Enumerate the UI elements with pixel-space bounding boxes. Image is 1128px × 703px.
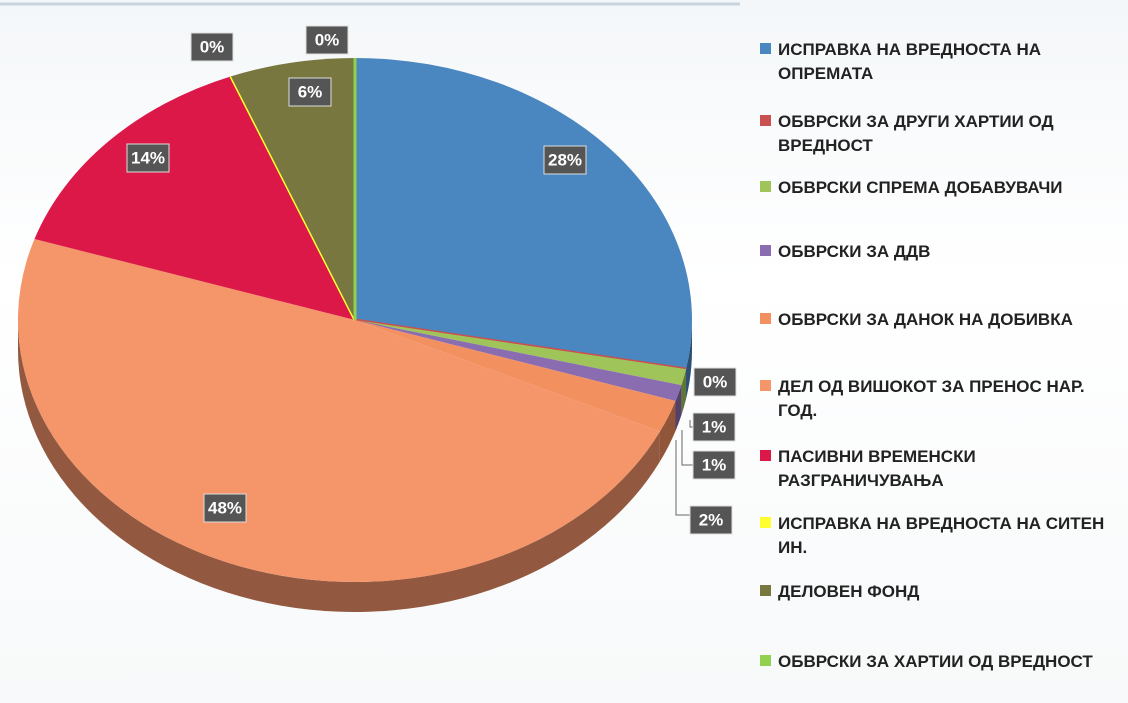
legend-label: ДЕЛОВЕН ФОНД: [778, 582, 920, 601]
legend-swatch: [760, 517, 771, 528]
data-label: 48%: [208, 498, 242, 517]
legend-swatch: [760, 43, 771, 54]
data-label-box: [543, 145, 587, 175]
data-label-box: [689, 505, 733, 535]
data-label: 1%: [702, 455, 727, 474]
legend-swatch: [760, 655, 771, 666]
legend-item: ОБВРСКИ СПРЕМА ДОБАВУВАЧИ: [760, 176, 1120, 200]
legend-swatch: [760, 115, 771, 126]
legend-item: ПАСИВНИ ВРЕМЕНСКИ РАЗГРАНИЧУВАЊА: [760, 445, 1120, 493]
data-label-box: [692, 412, 736, 442]
legend-label: ОБВРСКИ ЗА ДАНОК НА ДОБИВКА: [778, 310, 1073, 329]
data-label: 0%: [315, 30, 340, 49]
legend-label: ОБВРСКИ СПРЕМА ДОБАВУВАЧИ: [778, 178, 1063, 197]
legend-label: ИСПРАВКА НА ВРЕДНОСТА НА СИТЕН ИН.: [778, 514, 1105, 557]
data-label: 28%: [548, 150, 582, 169]
slice-side: [686, 320, 692, 400]
legend-label: ИСПРАВКА НА ВРЕДНОСТА НА ОПРЕМАТА: [778, 40, 1042, 83]
legend-item: ИСПРАВКА НА ВРЕДНОСТА НА СИТЕН ИН.: [760, 512, 1120, 560]
legend-item: ОБВРСКИ ЗА ДАНОК НА ДОБИВКА: [760, 308, 1120, 332]
data-label-box: [693, 367, 737, 397]
legend-swatch: [760, 450, 771, 461]
slice: [18, 239, 660, 582]
slice: [355, 320, 687, 386]
data-label-box: [190, 32, 234, 62]
data-label-box: [692, 450, 736, 480]
slice-side: [675, 385, 682, 431]
legend-item: ИСПРАВКА НА ВРЕДНОСТА НА ОПРЕМАТА: [760, 38, 1120, 86]
legend-swatch: [760, 585, 771, 596]
leader-line: [681, 430, 694, 466]
legend-item: ДЕЛОВЕН ФОНД: [760, 580, 1120, 604]
legend-item: ОБВРСКИ ЗА ДДВ: [760, 240, 1120, 264]
legend-item: ОБВРСКИ ЗА ХАРТИИ ОД ВРЕДНОСТ: [760, 650, 1120, 674]
slice: [355, 58, 692, 370]
legend-swatch: [760, 245, 771, 256]
data-label: 14%: [131, 148, 165, 167]
legend-label: ОБВРСКИ ЗА ДРУГИ ХАРТИИ ОД ВРЕДНОСТ: [778, 112, 1054, 155]
legend-item: ОБВРСКИ ЗА ДРУГИ ХАРТИИ ОД ВРЕДНОСТ: [760, 110, 1120, 158]
data-label-box: [288, 77, 332, 107]
data-label-box: [203, 493, 247, 523]
legend-swatch: [760, 181, 771, 192]
slice-side: [681, 369, 687, 416]
data-label-box: [126, 143, 170, 173]
legend-item: ДЕЛ ОД ВИШОКОТ ЗА ПРЕНОС НАР. ГОД.: [760, 375, 1120, 423]
data-label-box: [305, 25, 349, 55]
data-label: 0%: [703, 372, 728, 391]
slice: [355, 320, 682, 401]
data-label: 2%: [699, 510, 724, 529]
legend-label: ДЕЛ ОД ВИШОКОТ ЗА ПРЕНОС НАР. ГОД.: [778, 377, 1085, 420]
slice: [34, 76, 355, 320]
legend-label: ОБВРСКИ ЗА ХАРТИИ ОД ВРЕДНОСТ: [778, 652, 1093, 671]
legend-swatch: [760, 313, 771, 324]
data-label: 6%: [298, 82, 323, 101]
data-label: 1%: [702, 417, 727, 436]
legend-swatch: [760, 380, 771, 391]
leader-line: [675, 440, 690, 516]
chart: 28% 0% 1% 1% 2% 48% 14% 0% 6% 0%: [0, 2, 740, 613]
legend-label: ПАСИВНИ ВРЕМЕНСКИ РАЗГРАНИЧУВАЊА: [778, 447, 976, 490]
legend-label: ОБВРСКИ ЗА ДДВ: [778, 242, 931, 261]
slice: [230, 58, 355, 320]
slice: [355, 320, 676, 432]
data-label: 0%: [200, 37, 225, 56]
slice-side: [659, 400, 676, 462]
